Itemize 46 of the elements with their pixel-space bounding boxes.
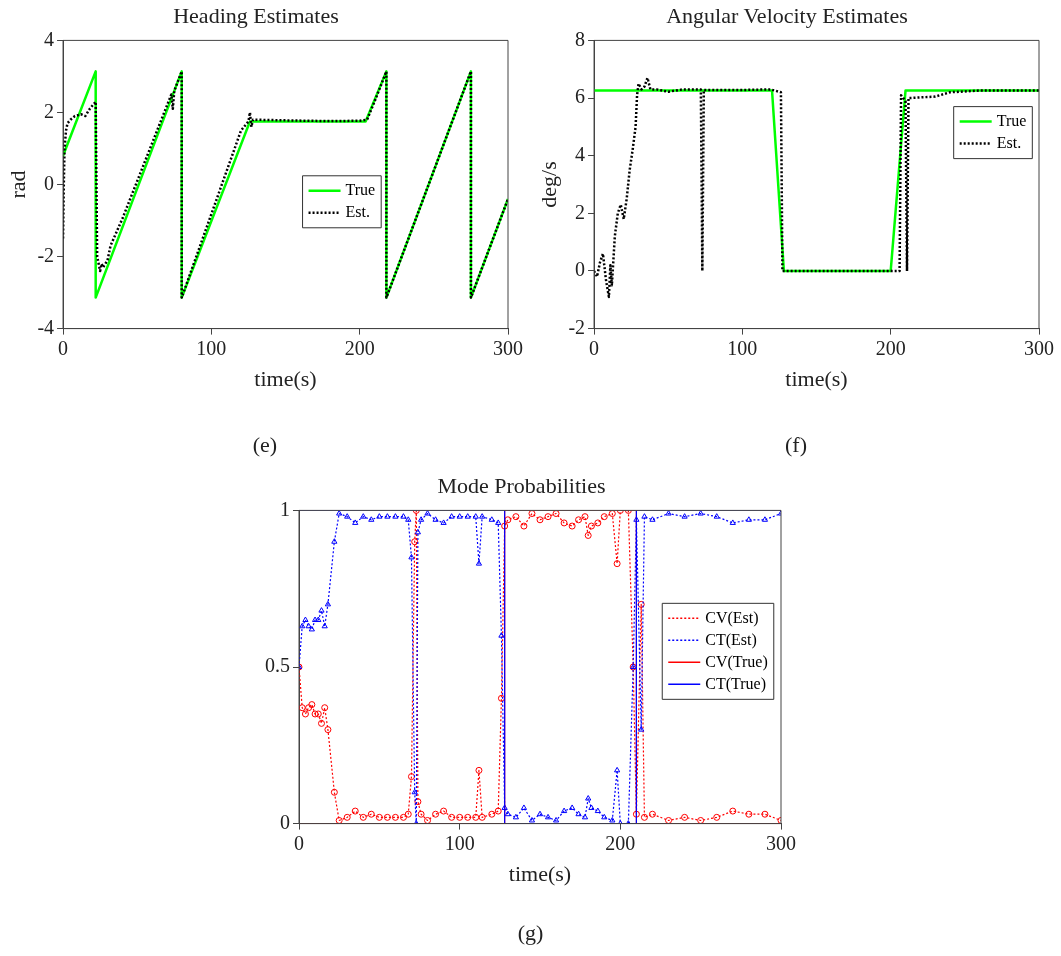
x-tick-label: 200 <box>344 336 375 359</box>
x-axis-title: time(s) <box>508 860 572 886</box>
x-tick-label: 0 <box>589 336 600 359</box>
legend-label: CV(True) <box>705 652 768 671</box>
y-tick-label: 2 <box>44 99 55 122</box>
x-tick-label: 100 <box>727 336 758 359</box>
x-axis-title: time(s) <box>254 365 317 391</box>
legend-label: CT(True) <box>705 674 766 693</box>
text: (g) <box>516 920 545 946</box>
x-tick-label: 0 <box>294 831 304 854</box>
x-tick-label: 300 <box>493 336 523 359</box>
legend-label: True <box>345 181 376 198</box>
x-tick-label: 200 <box>605 831 636 854</box>
y-tick-label: -2 <box>568 315 586 338</box>
y-tick-label: 0.5 <box>265 654 290 677</box>
line-series <box>594 76 1039 299</box>
text: (f) <box>784 432 808 458</box>
x-axis-title: time(s) <box>785 365 848 391</box>
legend-label: CT(Est) <box>705 630 757 649</box>
y-tick-label: 4 <box>575 142 586 165</box>
legend-label: Est. <box>345 203 370 220</box>
y-tick-label: 6 <box>575 85 586 108</box>
chart-title: Angular Velocity Estimates <box>666 2 908 28</box>
y-tick-label: 0 <box>280 810 290 833</box>
legend-label: Est. <box>996 133 1022 151</box>
x-tick-label: 100 <box>196 336 227 359</box>
y-tick-label: -2 <box>37 243 55 266</box>
y-tick-label: 0 <box>575 258 586 281</box>
text: (e) <box>251 432 279 458</box>
x-tick-label: 200 <box>875 336 906 359</box>
x-tick-label: 100 <box>444 831 475 854</box>
x-tick-label: 300 <box>1024 336 1054 359</box>
chart-title: Heading Estimates <box>173 2 339 28</box>
y-tick-label: 0 <box>44 171 55 194</box>
legend-label: True <box>996 111 1027 129</box>
x-tick-label: 0 <box>58 336 69 359</box>
y-axis-title: deg/s <box>535 161 561 208</box>
y-tick-label: 8 <box>575 27 586 50</box>
y-tick-label: 1 <box>280 497 290 520</box>
y-tick-label: 4 <box>44 27 55 50</box>
x-tick-label: 300 <box>766 831 796 854</box>
legend-label: CV(Est) <box>705 608 759 627</box>
y-tick-label: 2 <box>575 200 586 223</box>
y-axis-title: rad <box>4 170 30 199</box>
chart-title: Mode Probabilities <box>437 472 606 498</box>
y-tick-label: -4 <box>37 315 55 338</box>
